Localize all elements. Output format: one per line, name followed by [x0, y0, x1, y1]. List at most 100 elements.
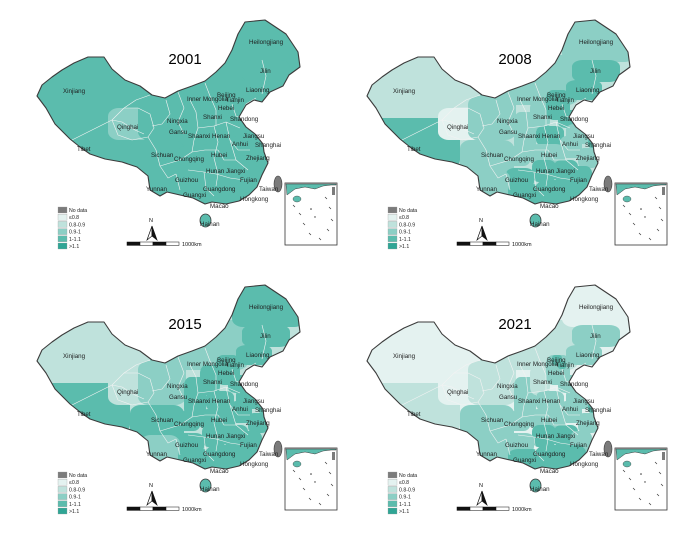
label-anhui: Anhui	[562, 406, 578, 413]
scale-label: 1000km	[182, 242, 202, 248]
province-border	[533, 436, 545, 462]
label-hunan: Hunan	[206, 433, 225, 440]
map-year-title: 2015	[168, 316, 201, 333]
scale-segment	[469, 506, 484, 511]
province-border	[71, 94, 151, 141]
map-year-title: 2001	[168, 51, 201, 68]
inset-frame	[284, 447, 338, 511]
scale-segment	[482, 241, 497, 246]
label-yunnan: Yunnan	[146, 186, 168, 193]
label-guizhou: Guizhou	[505, 442, 529, 449]
nine-dash-segment	[330, 483, 334, 487]
nine-dash-segment	[328, 206, 332, 210]
province-border	[175, 173, 181, 191]
province-border	[561, 103, 577, 121]
label-xinjiang: Xinjiang	[393, 88, 416, 95]
label-sichuan: Sichuan	[151, 152, 174, 159]
province-tianjin	[558, 96, 566, 104]
label-yunnan: Yunnan	[146, 451, 168, 458]
north-arrow-left	[476, 225, 483, 242]
north-arrow: N	[476, 218, 488, 242]
nine-dash-segment	[648, 502, 652, 506]
label-guangxi: Guangxi	[183, 457, 206, 464]
legend: No data≤0.80.8-0.9 0.9-11-1.1>1.1	[387, 471, 417, 515]
nine-dash-segment	[308, 497, 312, 501]
label-hongkong: Hongkong	[570, 461, 599, 468]
label-henan: Henan	[542, 398, 561, 405]
scale-label: 1000km	[512, 242, 532, 248]
legend-swatch	[57, 228, 68, 235]
label-guizhou: Guizhou	[175, 442, 199, 449]
nine-dash-segment	[292, 469, 296, 473]
province-border	[591, 324, 597, 360]
province-henan	[536, 126, 564, 146]
label-fujian: Fujian	[240, 177, 257, 184]
label-hunan: Hunan	[536, 433, 555, 440]
inset-island	[644, 481, 646, 483]
label-hebei: Hebei	[548, 105, 564, 112]
map-panel-2001: Heilongjiang Jilin Liaoning Xinjiang Inner M…	[36, 19, 338, 250]
legend-label: 0.8-0.9	[399, 487, 415, 493]
province-border	[401, 94, 481, 141]
label-jilin: Jilin	[260, 333, 271, 340]
province-border	[441, 384, 475, 400]
nine-dash-segment	[292, 204, 296, 208]
nine-dash-segment	[654, 196, 658, 200]
label-beijing: Beijing	[217, 357, 236, 364]
province-anhui	[560, 136, 582, 158]
nine-dash-segment	[658, 471, 662, 475]
province-border	[534, 82, 547, 126]
label-macao: Macao	[210, 468, 229, 475]
nine-dash-segment	[632, 487, 636, 491]
province-borders	[401, 59, 597, 197]
province-border	[217, 149, 236, 161]
label-jiangsu: Jiangsu	[243, 133, 265, 140]
province-chongqing	[508, 146, 530, 166]
province-border	[203, 171, 215, 197]
province-border	[555, 386, 580, 416]
inset-coast	[615, 183, 667, 196]
province-border	[543, 390, 549, 452]
label-jiangxi: Jiangxi	[226, 433, 245, 440]
legend-label: ≤0.8	[69, 480, 79, 486]
legend-label: ≤0.8	[69, 215, 79, 221]
label-jiangxi: Jiangxi	[226, 168, 245, 175]
label-tibet: Tibet	[77, 411, 91, 418]
province-hubei	[528, 144, 566, 164]
province-taiwan	[603, 440, 613, 458]
label-ningxia: Ningxia	[167, 383, 188, 390]
legend-label: 0.8-0.9	[69, 222, 85, 228]
province-jilin	[572, 325, 620, 347]
province-border	[225, 386, 250, 416]
label-chongqing: Chongqing	[174, 156, 204, 163]
label-guangdong: Guangdong	[203, 186, 236, 193]
label-chongqing: Chongqing	[504, 421, 534, 428]
label-jiangxi: Jiangxi	[556, 168, 575, 175]
province-jilin	[242, 60, 290, 82]
province-fills	[37, 20, 300, 204]
province-guizhou	[176, 168, 204, 188]
province-hubei	[198, 409, 236, 429]
province-border	[547, 414, 566, 426]
province-anhui	[230, 401, 252, 423]
province-borders	[401, 324, 597, 462]
legend: No data≤0.80.8-0.9 0.9-11-1.1>1.1	[57, 206, 87, 250]
legend-label: ≤0.8	[399, 215, 409, 221]
province-labels: Heilongjiang Jilin Liaoning Xinjiang Inner M…	[393, 304, 614, 493]
legend-label: 1-1.1	[399, 502, 411, 508]
province-border	[213, 390, 219, 452]
province-border	[507, 356, 515, 400]
label-qinghai: Qinghai	[447, 389, 468, 396]
province-border	[225, 121, 250, 151]
province-border	[177, 356, 185, 400]
label-tianjin: Tianjin	[556, 362, 575, 369]
province-chongqing	[508, 411, 530, 431]
nine-dash-segment	[302, 222, 306, 226]
label-guangdong: Guangdong	[533, 451, 566, 458]
label-chongqing: Chongqing	[174, 421, 204, 428]
nine-dash-segment	[638, 232, 642, 236]
scale-segment	[139, 241, 154, 246]
north-arrow-right	[481, 490, 488, 507]
label-hongkong: Hongkong	[240, 196, 269, 203]
label-shanxi: Shanxi	[533, 379, 552, 386]
